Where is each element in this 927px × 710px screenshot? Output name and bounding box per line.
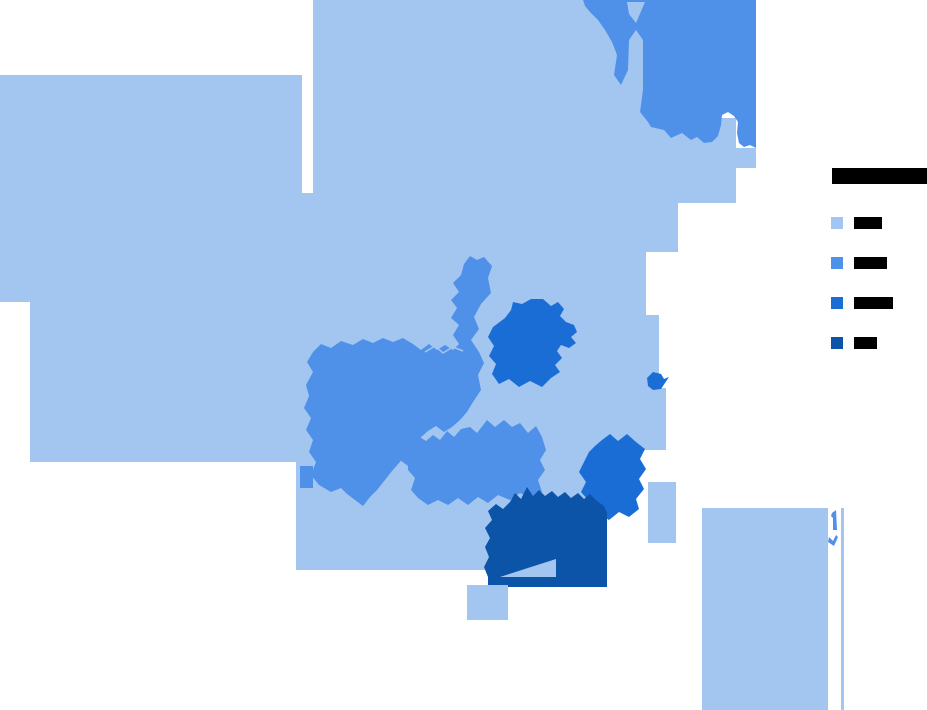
region-east-coast-dot[interactable] [647, 372, 669, 390]
region-east-coast-rect[interactable] [648, 482, 676, 543]
landmass-west-block[interactable] [0, 75, 313, 462]
legend-swatch-bucket3[interactable] [831, 297, 843, 309]
sea-inset-box[interactable] [702, 508, 844, 710]
region-northeast[interactable] [583, 0, 756, 148]
legend-label-redacted-bucket1 [854, 217, 882, 229]
legend-title-redacted [832, 168, 927, 184]
legend-label-redacted-bucket3 [854, 297, 893, 309]
region-central-west[interactable] [304, 256, 492, 506]
region-south[interactable] [484, 487, 607, 587]
sea-inset-fill[interactable] [702, 508, 828, 710]
legend-swatch-bucket4[interactable] [831, 337, 843, 349]
region-south-notch [500, 559, 556, 577]
central-west-inner-border [424, 345, 464, 354]
legend-label-redacted-bucket2 [854, 257, 887, 269]
legend-swatch-bucket1[interactable] [831, 217, 843, 229]
region-northeast-notch [627, 2, 645, 23]
region-south-central[interactable] [398, 420, 546, 505]
landmass-liaoning-block[interactable] [645, 118, 756, 203]
region-small-west-square[interactable] [300, 466, 313, 488]
landmass-top-block[interactable] [313, 0, 645, 203]
legend-label-redacted-bucket4 [854, 337, 877, 349]
sea-inset-border-line [841, 508, 844, 710]
landmass-east-band-1[interactable] [313, 203, 678, 252]
region-south-small-square[interactable] [467, 585, 508, 620]
region-central-plain[interactable] [488, 299, 577, 387]
sea-inset-island-1 [831, 510, 837, 530]
sea-inset-island-2 [828, 535, 838, 546]
region-southeast[interactable] [579, 434, 646, 520]
legend-swatch-bucket2[interactable] [831, 257, 843, 269]
